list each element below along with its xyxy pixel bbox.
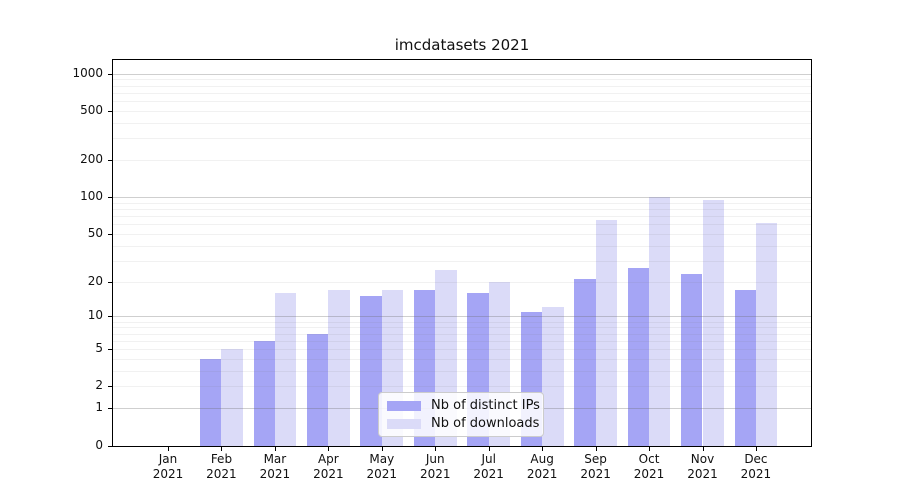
y-tick-label-500: 500	[80, 102, 103, 117]
legend-row-downloads: Nb of downloads	[387, 416, 543, 431]
x-tick-label-nov: Nov 2021	[687, 452, 718, 481]
minor-gridline-400	[113, 122, 811, 124]
bar-apr-downloads	[328, 289, 350, 446]
x-tick-mark-nov	[703, 447, 704, 451]
minor-gridline-80	[113, 209, 811, 211]
minor-gridline-700	[113, 92, 811, 94]
minor-gridline-500	[113, 110, 811, 112]
minor-gridline-30	[113, 260, 811, 262]
x-tick-mark-may	[382, 447, 383, 451]
minor-gridline-600	[113, 101, 811, 103]
legend-label-downloads: Nb of downloads	[431, 416, 540, 431]
bar-dec-downloads	[755, 223, 778, 446]
minor-gridline-70	[113, 216, 811, 218]
bar-oct-distinct-ips	[627, 268, 650, 446]
bar-apr-distinct-ips	[306, 333, 329, 446]
x-tick-mark-jul	[489, 447, 490, 451]
legend: Nb of distinct IPs Nb of downloads	[378, 392, 544, 437]
x-tick-label-jun: Jun 2021	[419, 452, 451, 481]
x-tick-label-feb: Feb 2021	[206, 452, 237, 481]
minor-gridline-300	[113, 138, 811, 140]
legend-swatch-downloads	[387, 418, 421, 429]
y-tick-label-20: 20	[87, 273, 103, 288]
legend-label-distinct-ips: Nb of distinct IPs	[431, 398, 540, 413]
x-tick-mark-jun	[435, 447, 436, 451]
x-tick-label-jan: Jan 2021	[152, 452, 184, 481]
y-tick-mark-500	[108, 111, 112, 112]
bar-feb-downloads	[221, 349, 243, 446]
x-tick-mark-oct	[649, 447, 650, 451]
minor-gridline-60	[113, 224, 811, 226]
bar-dec-distinct-ips	[734, 289, 756, 446]
x-tick-mark-dec	[756, 447, 757, 451]
y-tick-mark-10	[108, 316, 112, 317]
y-tick-label-200: 200	[80, 152, 103, 167]
bar-mar-distinct-ips	[253, 340, 275, 446]
y-tick-mark-200	[108, 160, 112, 161]
y-tick-mark-0	[108, 446, 112, 447]
minor-gridline-800	[113, 85, 811, 87]
minor-gridline-40	[113, 245, 811, 247]
major-gridline-1000	[113, 73, 811, 75]
minor-gridline-200	[113, 160, 811, 162]
minor-gridline-900	[113, 79, 811, 81]
x-tick-label-oct: Oct 2021	[633, 452, 665, 481]
bar-may-distinct-ips	[360, 296, 382, 446]
bar-aug-downloads	[542, 307, 564, 446]
bar-nov-distinct-ips	[681, 274, 703, 446]
y-tick-label-50: 50	[87, 225, 103, 240]
plot-area	[113, 60, 811, 446]
y-tick-label-100: 100	[80, 189, 103, 204]
legend-row-ips: Nb of distinct IPs	[387, 398, 543, 413]
bar-sep-distinct-ips	[574, 279, 596, 446]
y-tick-label-2: 2	[95, 378, 103, 393]
legend-swatch-distinct-ips	[387, 400, 421, 411]
x-tick-label-sep: Sep 2021	[580, 452, 611, 481]
chart-title: imcdatasets 2021	[394, 36, 530, 54]
bar-feb-distinct-ips	[200, 358, 222, 446]
x-tick-label-jul: Jul 2021	[473, 452, 504, 481]
minor-gridline-7	[113, 333, 811, 335]
x-tick-mark-sep	[596, 447, 597, 451]
y-tick-mark-5	[108, 349, 112, 350]
minor-gridline-9	[113, 321, 811, 323]
x-tick-label-aug: Aug 2021	[526, 452, 558, 481]
y-tick-mark-100	[108, 197, 112, 198]
x-tick-mark-mar	[275, 447, 276, 451]
x-tick-label-may: May 2021	[366, 452, 398, 481]
bar-nov-downloads	[702, 199, 724, 446]
minor-gridline-50	[113, 233, 811, 235]
y-tick-label-0: 0	[95, 437, 103, 452]
minor-gridline-4	[113, 358, 811, 360]
x-tick-mark-aug	[542, 447, 543, 451]
minor-gridline-2	[113, 386, 811, 388]
y-tick-mark-1	[108, 408, 112, 409]
y-tick-label-1: 1	[95, 400, 103, 415]
y-tick-label-5: 5	[95, 341, 103, 356]
bar-mar-downloads	[274, 293, 297, 446]
major-gridline-10	[113, 316, 811, 318]
major-gridline-100	[113, 197, 811, 199]
x-tick-mark-jan	[168, 447, 169, 451]
x-tick-label-mar: Mar 2021	[259, 452, 291, 481]
minor-gridline-5	[113, 349, 811, 351]
bar-sep-downloads	[595, 220, 617, 446]
minor-gridline-8	[113, 327, 811, 329]
y-tick-mark-1000	[108, 74, 112, 75]
x-tick-label-dec: Dec 2021	[740, 452, 772, 481]
x-tick-mark-apr	[328, 447, 329, 451]
x-tick-mark-feb	[221, 447, 222, 451]
x-tick-label-apr: Apr 2021	[313, 452, 344, 481]
minor-gridline-3	[113, 370, 811, 372]
y-tick-mark-50	[108, 234, 112, 235]
minor-gridline-90	[113, 202, 811, 204]
bar-oct-downloads	[649, 197, 671, 446]
y-tick-label-1000: 1000	[72, 65, 103, 80]
y-tick-mark-20	[108, 282, 112, 283]
y-tick-mark-2	[108, 386, 112, 387]
minor-gridline-20	[113, 281, 811, 283]
y-tick-label-10: 10	[87, 308, 103, 323]
minor-gridline-6	[113, 340, 811, 342]
